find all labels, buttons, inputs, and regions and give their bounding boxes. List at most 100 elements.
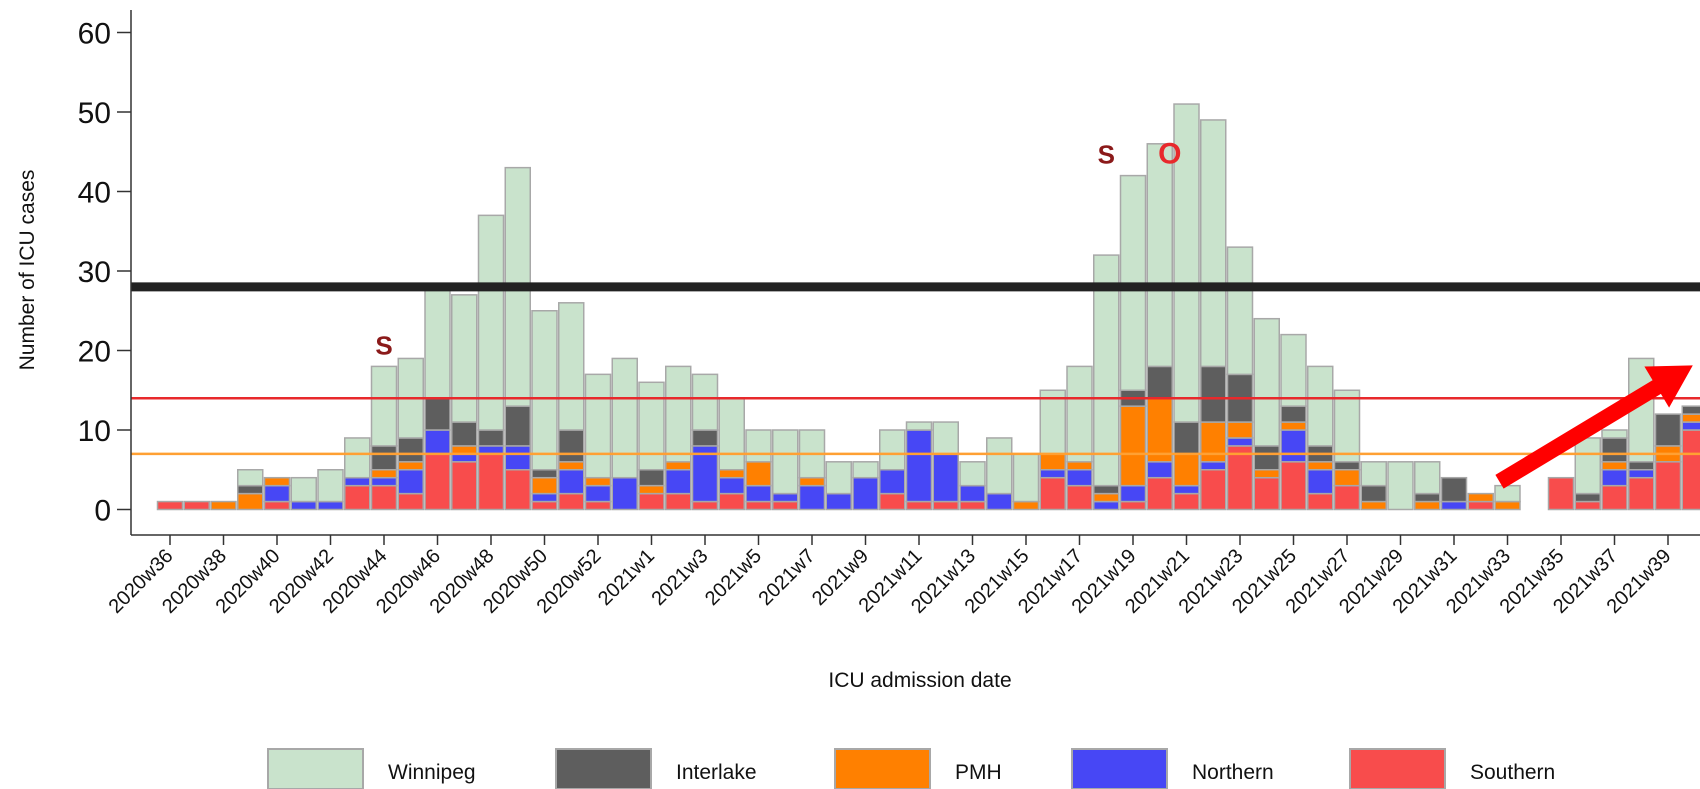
bar-northern-2021w4 (718, 476, 745, 495)
bar-southern-2020w40 (263, 500, 291, 511)
bar-winnipeg-2020w41 (290, 476, 317, 503)
bar-interlake-2021w28 (1360, 484, 1387, 503)
bar-interlake-2020w46 (424, 397, 451, 431)
bar-interlake-2021w22 (1200, 365, 1227, 423)
bar-winnipeg-2021w10 (879, 429, 906, 471)
bar-northern-2021w16 (1039, 469, 1066, 479)
bar-pmh-2021w17 (1066, 461, 1093, 471)
bar-pmh-2021w27 (1333, 469, 1361, 487)
bar-winnipeg-2021w23 (1226, 246, 1254, 376)
x-axis-title: ICU admission date (828, 669, 1011, 692)
bar-winnipeg-2021w29 (1387, 461, 1414, 511)
bar-southern-2020w48 (477, 453, 505, 511)
y-tick-label-30: 30 (78, 256, 111, 289)
bar-southern-2021w37 (1601, 484, 1628, 511)
bar-northern-2020w49 (504, 445, 531, 471)
bar-northern-2021w23 (1226, 437, 1254, 447)
bar-northern-2021w37 (1601, 469, 1628, 487)
bar-pmh-2021w32 (1467, 492, 1494, 503)
bar-southern-2021w36 (1574, 500, 1601, 511)
bar-winnipeg-2021w12 (932, 421, 959, 455)
bar-interlake-2021w25 (1280, 405, 1307, 423)
bar-northern-2021w2 (665, 469, 692, 495)
legend-swatch-pmh (834, 748, 931, 789)
bar-pmh-2020w38 (210, 500, 237, 511)
bar-winnipeg-2021w13 (959, 461, 986, 487)
bar-pmh-2021w20 (1146, 397, 1173, 463)
bar-northern-2021w12 (932, 453, 959, 503)
bar-northern-2021w19 (1119, 484, 1147, 503)
bar-southern-2021w19 (1119, 500, 1147, 511)
bar-pmh-2021w28 (1360, 500, 1387, 511)
bar-southern-2020w51 (558, 492, 585, 511)
bar-southern-2021w2 (665, 492, 692, 511)
bar-winnipeg-2020w52 (584, 373, 612, 479)
bar-northern-2020w46 (424, 429, 451, 455)
x-tick-label-2021w5: 2021w5 (701, 545, 766, 610)
bar-winnipeg-2020w51 (558, 302, 585, 431)
bar-southern-2021w17 (1066, 484, 1093, 511)
bar-northern-2021w17 (1066, 469, 1093, 487)
bar-interlake-2021w24 (1253, 445, 1280, 471)
bar-pmh-2020w52 (584, 476, 612, 487)
bar-winnipeg-2021w28 (1360, 461, 1387, 487)
bar-interlake-2021w3 (691, 429, 719, 447)
bar-winnipeg-2020w44 (370, 365, 398, 447)
bars-layer (156, 103, 1700, 511)
bar-pmh-2020w51 (558, 461, 585, 471)
bar-southern-2020w46 (424, 453, 451, 511)
bar-pmh-2021w5 (745, 461, 772, 487)
x-tick-label-2021w3: 2021w3 (647, 545, 712, 610)
trend-arrow (1495, 365, 1693, 489)
annotation-s-0: S (375, 331, 392, 361)
bar-southern-2021w40 (1681, 429, 1700, 511)
bar-northern-2021w40 (1681, 421, 1700, 431)
bar-northern-2021w18 (1093, 500, 1120, 511)
bar-interlake-2020w51 (558, 429, 585, 463)
bar-southern-2021w3 (691, 500, 719, 511)
bar-northern-2020w43 (344, 476, 371, 487)
bar-southern-2021w25 (1280, 461, 1307, 511)
bar-interlake-2021w21 (1173, 421, 1200, 455)
bar-northern-2021w6 (772, 492, 799, 503)
bar-northern-2021w10 (879, 469, 906, 495)
bar-southern-2020w50 (531, 500, 558, 511)
bar-pmh-2021w16 (1039, 453, 1066, 471)
bar-winnipeg-2020w46 (424, 286, 451, 399)
bar-winnipeg-2021w18 (1093, 254, 1120, 487)
bar-winnipeg-2021w17 (1066, 365, 1093, 463)
bar-southern-2021w39 (1654, 461, 1682, 511)
bar-northern-2021w38 (1628, 469, 1655, 479)
bar-southern-2021w21 (1173, 492, 1200, 511)
bar-southern-2021w26 (1307, 492, 1334, 511)
legend-swatch-winnipeg (267, 748, 364, 789)
reference-lines-layer (131, 282, 1700, 456)
annotation-s-1: S (1098, 140, 1115, 170)
bar-interlake-2020w50 (531, 469, 558, 479)
bar-winnipeg-2021w20 (1146, 143, 1173, 368)
bar-interlake-2020w45 (397, 437, 424, 463)
bar-winnipeg-2021w30 (1414, 461, 1441, 495)
bar-pmh-2021w26 (1307, 461, 1334, 471)
bar-pmh-2021w21 (1173, 453, 1200, 487)
bar-pmh-2021w18 (1093, 492, 1120, 503)
bar-southern-2020w52 (584, 500, 612, 511)
bar-pmh-2021w40 (1681, 413, 1700, 423)
bar-southern-2021w1 (638, 492, 665, 511)
bar-southern-2021w35 (1547, 476, 1575, 511)
y-tick-label-40: 40 (78, 177, 111, 210)
bar-interlake-2021w1 (638, 469, 665, 487)
bar-southern-2021w24 (1253, 476, 1280, 511)
bar-northern-2020w50 (531, 492, 558, 503)
bar-southern-2020w43 (344, 484, 371, 511)
bar-pmh-2021w15 (1012, 500, 1040, 511)
bar-winnipeg-2021w5 (745, 429, 772, 463)
legend: Winnipeg Interlake PMH Northern Southern (267, 748, 1555, 789)
bar-southern-2021w11 (905, 500, 933, 511)
bar-northern-2021w14 (986, 492, 1013, 511)
bar-northern-2021w31 (1440, 500, 1468, 511)
bar-southern-2020w49 (504, 469, 531, 511)
bar-interlake-2021w40 (1681, 405, 1700, 415)
bar-winnipeg-2021w16 (1039, 389, 1066, 455)
bar-pmh-2020w44 (370, 469, 398, 479)
